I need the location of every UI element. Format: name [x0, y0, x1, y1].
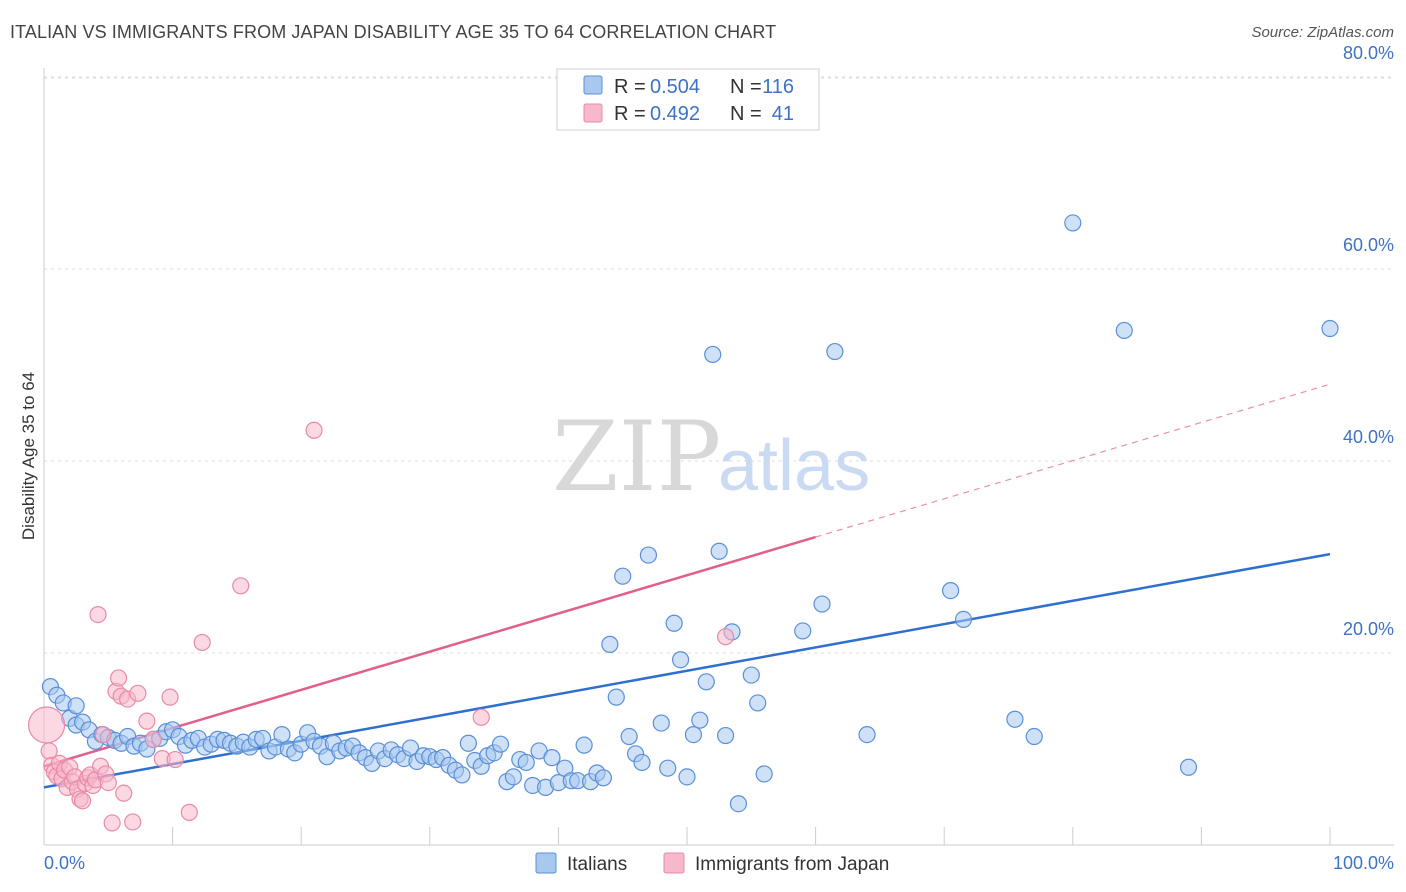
- point-italians: [710, 542, 728, 560]
- axes-layer: 20.0% 40.0% 60.0% 80.0%: [43, 43, 1394, 846]
- point-italians: [684, 725, 703, 744]
- point-italians: [697, 673, 715, 691]
- point-italians: [716, 726, 735, 745]
- point-japan: [99, 773, 117, 792]
- point-italians: [1115, 321, 1133, 340]
- y-axis-title: Disability Age 35 to 64: [19, 372, 38, 540]
- point-italians: [691, 711, 709, 729]
- point-japan: [166, 750, 184, 769]
- point-italians: [749, 694, 767, 712]
- point-italians: [755, 765, 773, 783]
- point-italians: [659, 759, 677, 777]
- y-tick-label: 40.0%: [1343, 427, 1394, 447]
- trend-line-italians: [43, 552, 1331, 789]
- point-italians: [942, 581, 960, 600]
- point-italians: [543, 749, 561, 767]
- watermark-zip: ZIP: [552, 401, 721, 513]
- point-italians: [614, 567, 632, 585]
- point-japan: [716, 628, 735, 646]
- point-japan: [193, 633, 211, 652]
- point-italians: [504, 768, 522, 786]
- point-japan: [73, 792, 92, 810]
- point-italians: [517, 753, 535, 772]
- point-japan: [138, 712, 156, 730]
- x-tick-label-min: 0.0%: [44, 853, 85, 873]
- legend-n-value-0: 116: [762, 76, 794, 98]
- point-japan: [180, 803, 198, 821]
- bottom-legend-italians: Italians: [567, 854, 627, 875]
- bottom-legend-swatch-japan: [663, 852, 685, 874]
- point-italians: [826, 342, 844, 361]
- chart-title: ITALIAN VS IMMIGRANTS FROM JAPAN DISABIL…: [10, 22, 777, 42]
- point-italians: [794, 622, 812, 640]
- point-italians: [1179, 758, 1198, 776]
- point-japan: [305, 421, 323, 439]
- point-italians: [954, 610, 973, 629]
- point-japan: [161, 688, 179, 706]
- point-italians: [1064, 214, 1082, 232]
- bottom-legend-swatch-italians: [535, 852, 557, 874]
- point-italians: [491, 735, 510, 753]
- point-japan: [109, 669, 128, 687]
- legend-n-value-1: 41: [772, 103, 794, 125]
- point-italians: [1025, 727, 1043, 746]
- y-tick-label: 80.0%: [1343, 43, 1394, 63]
- point-italians: [633, 753, 651, 772]
- point-italians: [607, 688, 625, 706]
- point-italians: [652, 714, 670, 732]
- y-tick-label: 20.0%: [1343, 619, 1394, 639]
- point-italians: [729, 795, 748, 813]
- legend-r-value-0: 0.504: [650, 76, 700, 98]
- point-japan: [144, 730, 162, 749]
- legend-swatch-japan: [583, 103, 603, 123]
- watermark: ZIP atlas: [552, 401, 870, 513]
- point-italians: [671, 651, 690, 669]
- legend-swatch-italians: [583, 75, 603, 95]
- point-italians: [665, 614, 683, 632]
- point-italians: [67, 697, 85, 715]
- x-tick-label-max: 100.0%: [1333, 853, 1394, 873]
- watermark-atlas: atlas: [718, 426, 870, 506]
- legend-n-label-1: N =: [730, 103, 762, 125]
- point-italians: [742, 666, 760, 684]
- point-italians: [1321, 319, 1339, 338]
- point-italians: [273, 725, 291, 744]
- point-japan: [103, 814, 121, 832]
- bottom-legend-japan: Immigrants from Japan: [695, 854, 889, 875]
- point-japan: [115, 784, 133, 802]
- legend-n-label-0: N =: [730, 76, 762, 98]
- point-italians: [858, 725, 876, 744]
- legend-r-label-0: R =: [614, 76, 646, 98]
- y-tick-label: 60.0%: [1343, 235, 1394, 255]
- point-japan: [129, 684, 147, 702]
- point-italians: [678, 768, 696, 786]
- point-japan: [472, 708, 490, 726]
- points-layer: [27, 214, 1339, 832]
- point-japan: [124, 813, 142, 831]
- chart-source: Source: ZipAtlas.com: [1251, 24, 1394, 41]
- point-japan: [94, 725, 112, 744]
- point-italians: [620, 727, 638, 746]
- point-italians: [459, 734, 477, 752]
- point-italians: [575, 736, 593, 754]
- point-japan: [89, 605, 107, 624]
- point-italians: [453, 766, 471, 784]
- point-japan: [232, 577, 250, 595]
- point-italians: [601, 635, 619, 653]
- legend-r-label-1: R =: [614, 103, 646, 125]
- point-italians: [813, 595, 831, 613]
- legend-r-value-1: 0.492: [650, 103, 700, 125]
- point-italians: [639, 546, 658, 564]
- point-italians: [704, 345, 722, 364]
- trend-line-dashed-japan: [815, 383, 1331, 538]
- point-italians: [594, 769, 613, 787]
- point-italians: [1006, 710, 1024, 728]
- bottom-legend: Italians Immigrants from Japan: [535, 852, 889, 875]
- point-japan: [27, 706, 66, 744]
- legend-box: R = 0.504 N = 116 R = 0.492 N = 41: [556, 68, 820, 131]
